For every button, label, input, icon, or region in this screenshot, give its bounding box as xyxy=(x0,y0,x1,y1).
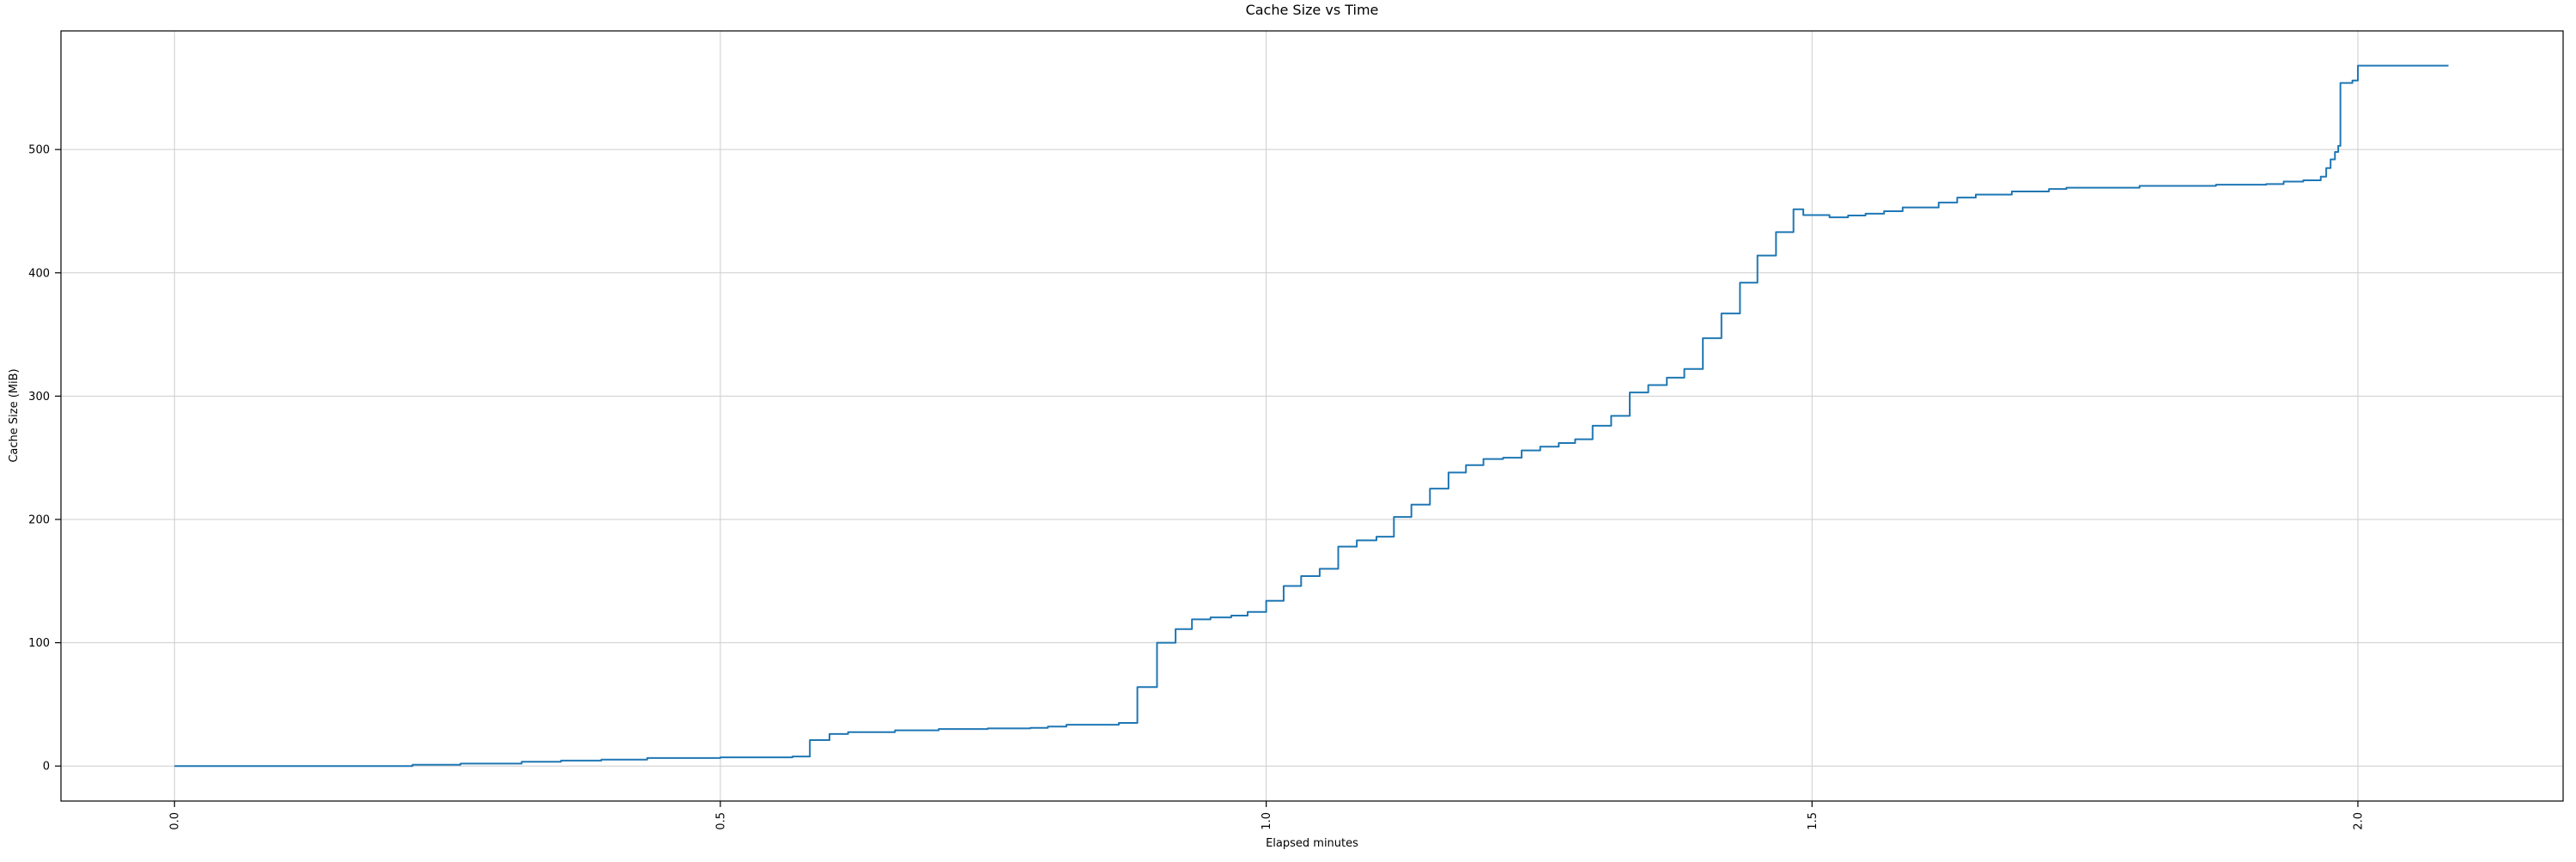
y-tick-label: 100 xyxy=(28,637,50,650)
tick-labels: 0.0 0.5 1.0 1.5 2.0 0 100 200 300 400 500 xyxy=(28,144,2365,830)
x-tick-label: 1.5 xyxy=(1807,812,1820,830)
gridlines xyxy=(61,31,2563,801)
y-axis-label: Cache Size (MiB) xyxy=(8,368,21,462)
y-tick-label: 500 xyxy=(28,144,50,157)
y-tick-label: 400 xyxy=(28,267,50,280)
x-axis-label: Elapsed minutes xyxy=(1266,837,1358,850)
chart-title: Cache Size vs Time xyxy=(1246,2,1379,18)
plot-area-border xyxy=(60,30,2564,802)
y-tick-label: 300 xyxy=(28,391,50,404)
y-tick-label: 200 xyxy=(28,513,50,526)
series-layer xyxy=(174,64,2449,768)
x-tick-label: 0.0 xyxy=(169,812,182,830)
y-tick-label: 0 xyxy=(43,761,50,774)
x-tick-label: 0.5 xyxy=(714,812,727,830)
cache-size-line xyxy=(174,64,2449,768)
x-tick-label: 1.0 xyxy=(1261,812,1273,830)
x-tick-label: 2.0 xyxy=(2352,812,2365,830)
axes xyxy=(55,30,2564,807)
